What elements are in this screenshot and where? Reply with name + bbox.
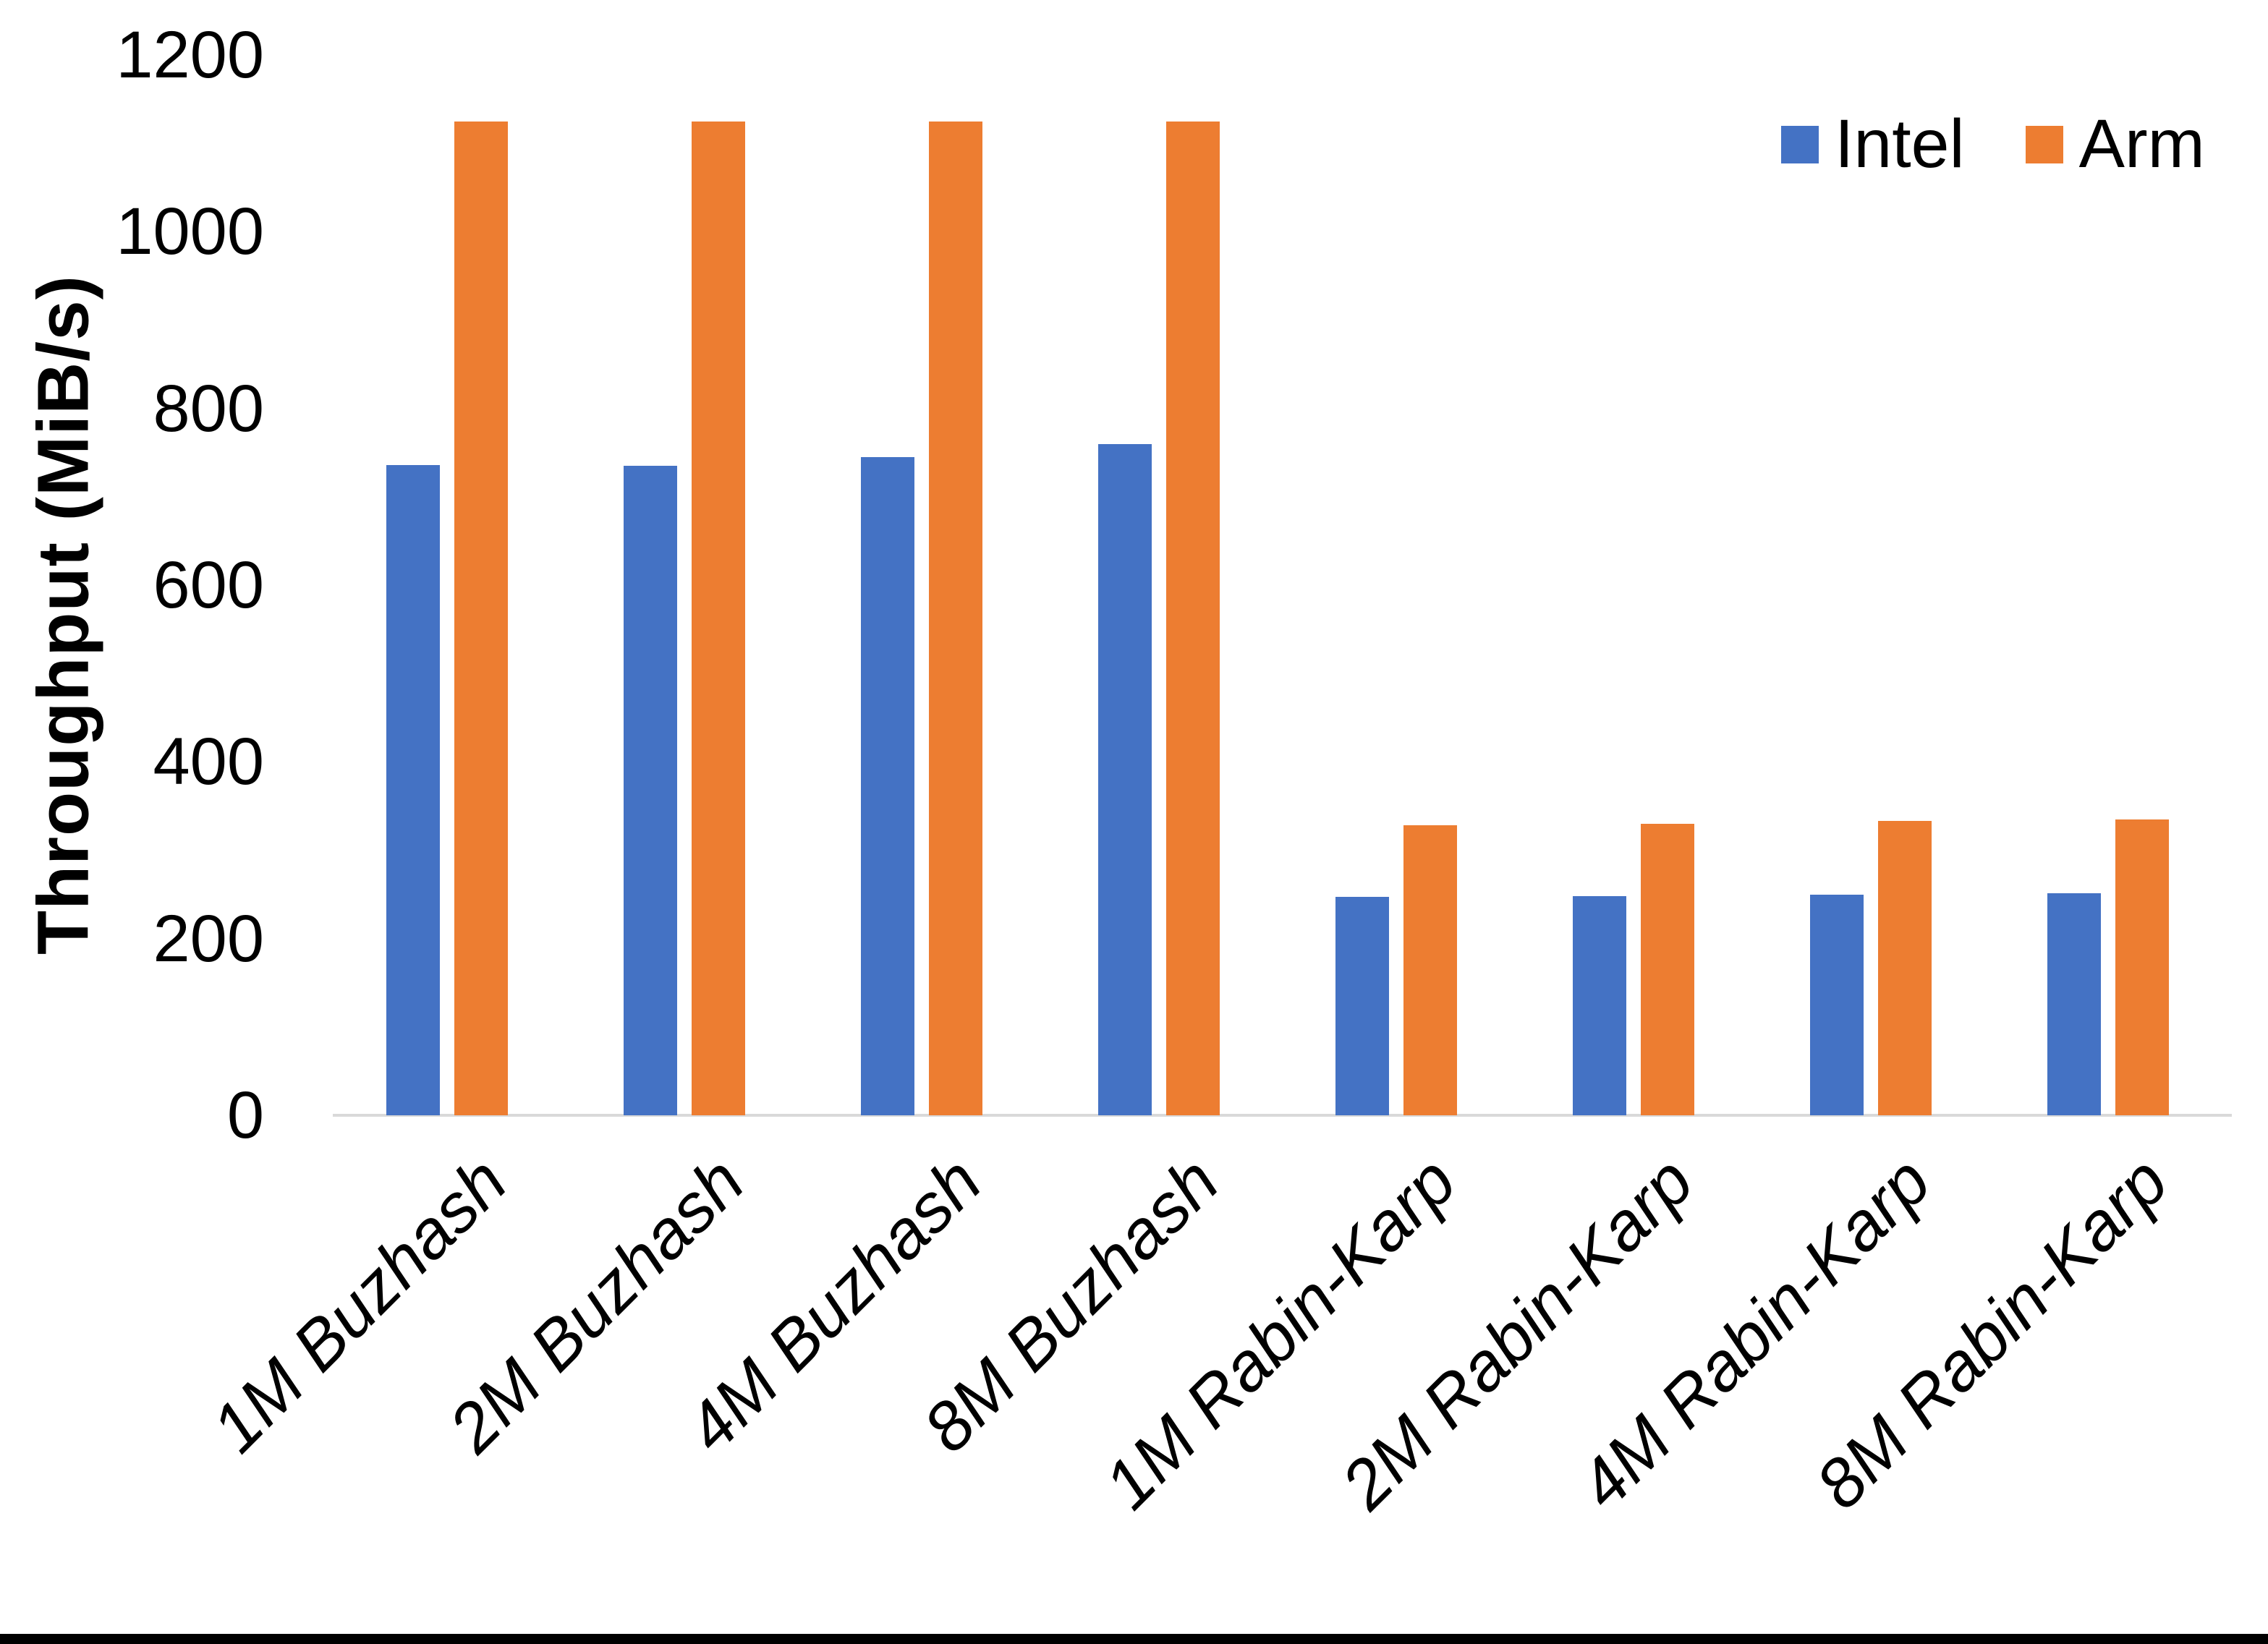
intel-bar-2m-rabin-karp [1573, 896, 1626, 1115]
arm-bar-4m-buzhash [929, 122, 982, 1115]
arm-bar-1m-buzhash [454, 122, 508, 1115]
legend-item-intel: Intel [1781, 110, 1965, 179]
arm-bar-8m-buzhash [1166, 122, 1220, 1115]
y-axis-tick-label: 800 [153, 371, 265, 446]
legend: Intel Arm [1781, 110, 2205, 179]
intel-series-swatch [1781, 125, 1819, 163]
arm-bar-1m-rabin-karp [1403, 825, 1457, 1115]
intel-bar-8m-rabin-karp [2047, 893, 2101, 1115]
y-axis-tick-label: 0 [226, 1078, 264, 1152]
intel-bar-4m-rabin-karp [1810, 895, 1864, 1115]
intel-bar-1m-buzhash [386, 465, 440, 1115]
y-axis-tick-label: 200 [153, 901, 265, 976]
legend-item-arm: Arm [2025, 106, 2205, 182]
arm-bar-2m-buzhash [692, 122, 745, 1115]
legend-label-intel: Intel [1835, 106, 1965, 182]
bottom-border [0, 1634, 2268, 1644]
y-axis-tick-label: 1200 [116, 18, 264, 92]
intel-bar-2m-buzhash [624, 466, 677, 1115]
intel-bar-1m-rabin-karp [1335, 897, 1389, 1115]
intel-bar-4m-buzhash [861, 457, 914, 1115]
y-axis-tick-label: 600 [153, 548, 265, 622]
arm-series-swatch [2025, 125, 2063, 163]
intel-bar-8m-buzhash [1098, 444, 1152, 1115]
legend-label-arm: Arm [2078, 106, 2205, 182]
arm-bar-8m-rabin-karp [2115, 819, 2169, 1115]
y-axis-tick-label: 1000 [116, 195, 264, 269]
arm-bar-2m-rabin-karp [1641, 824, 1694, 1115]
x-axis-line [333, 1114, 2232, 1117]
arm-bar-4m-rabin-karp [1878, 821, 1932, 1115]
y-axis-tick-label: 400 [153, 725, 265, 799]
